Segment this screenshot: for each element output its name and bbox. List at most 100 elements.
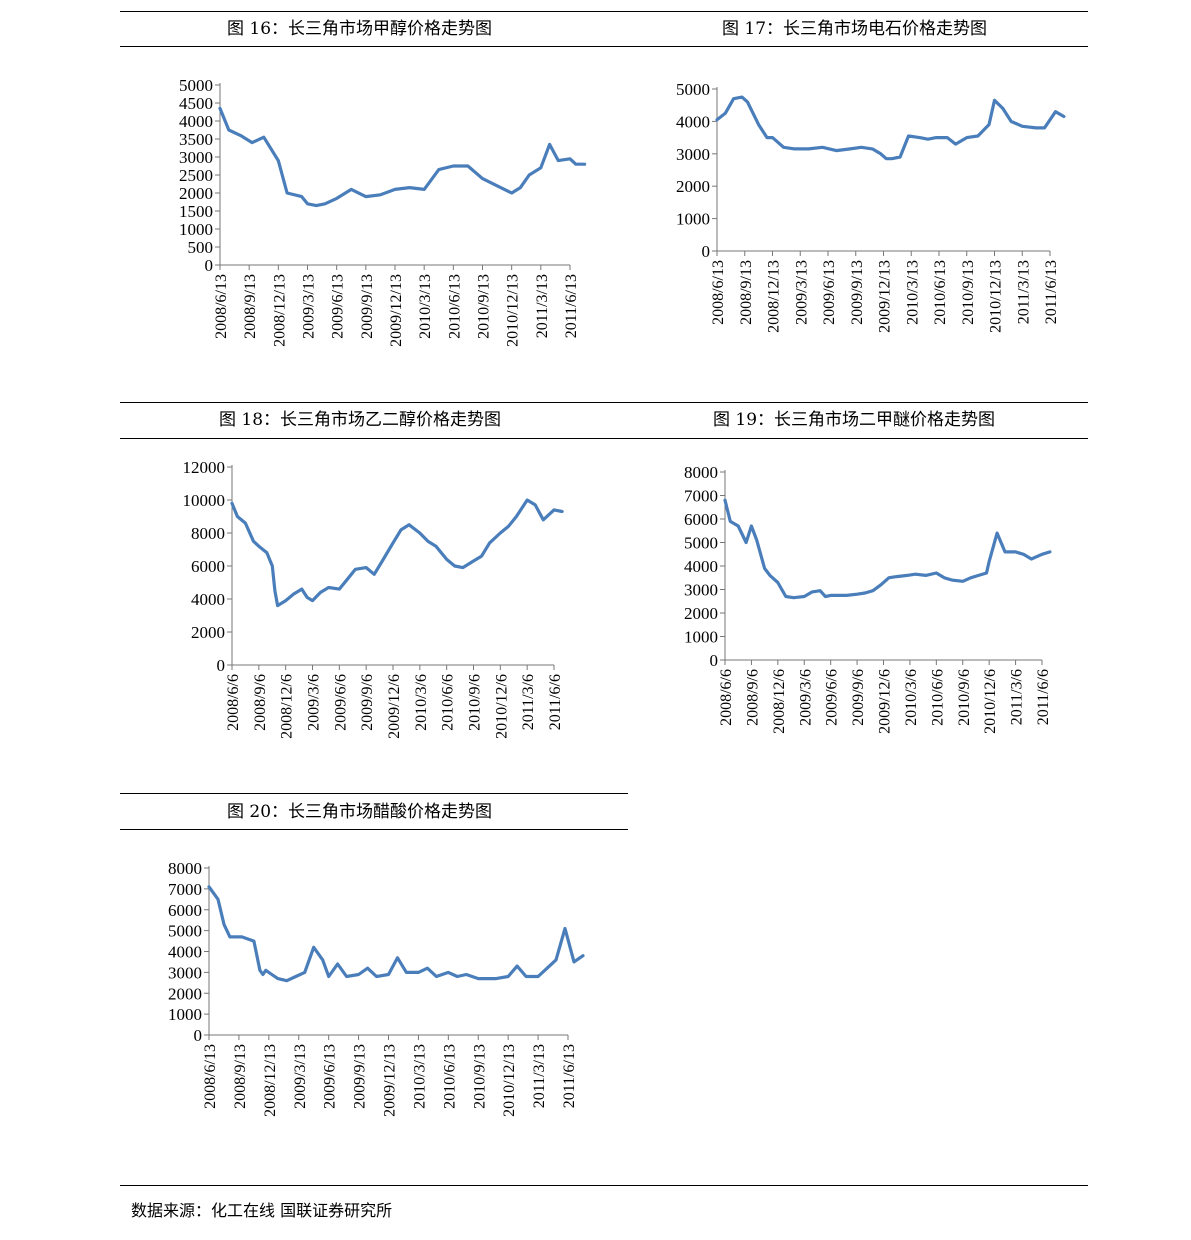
x-tick-label: 2010/6/13: [932, 260, 949, 325]
price-series-line: [207, 885, 585, 983]
x-tick-label: 2009/12/6: [877, 669, 894, 734]
y-tick-label: 3000: [168, 963, 202, 982]
rule-row2-top: [120, 402, 1088, 403]
price-series-line: [715, 95, 1066, 161]
x-tick-label: 2010/9/6: [956, 669, 973, 726]
x-tick-label: 2009/6/6: [332, 674, 349, 731]
y-tick-label: 4000: [676, 112, 710, 131]
x-tick-label: 2011/6/6: [1035, 669, 1052, 725]
y-tick-label: 0: [702, 242, 711, 261]
x-tick-label: 2010/6/6: [929, 669, 946, 726]
x-tick-label: 2011/6/13: [1043, 260, 1060, 324]
y-tick-label: 2000: [684, 604, 718, 623]
x-tick-label: 2010/9/13: [960, 260, 977, 325]
figure-title-17: 图 17：长三角市场电石价格走势图: [722, 19, 988, 39]
x-tick-label: 2010/12/6: [493, 674, 510, 739]
y-tick-label: 1000: [179, 220, 213, 239]
x-tick-label: 2009/6/13: [322, 1044, 339, 1109]
y-tick-label: 4000: [191, 590, 225, 609]
y-tick-label: 7000: [684, 487, 718, 506]
y-tick-label: 8000: [684, 463, 718, 482]
y-tick-label: 3500: [179, 130, 213, 149]
x-tick-label: 2009/12/13: [388, 274, 405, 347]
y-tick-label: 10000: [183, 491, 226, 510]
x-tick-label: 2008/9/13: [232, 1044, 249, 1109]
price-series-line: [723, 498, 1052, 600]
y-tick-label: 0: [205, 256, 214, 275]
x-tick-label: 2008/12/13: [271, 274, 288, 347]
y-tick-label: 0: [710, 651, 719, 670]
figure-title-20: 图 20：长三角市场醋酸价格走势图: [227, 802, 493, 822]
x-tick-label: 2008/6/6: [718, 669, 735, 726]
figure-title-16: 图 16：长三角市场甲醇价格走势图: [227, 19, 493, 39]
y-tick-label: 8000: [168, 859, 202, 878]
x-tick-label: 2009/9/6: [359, 674, 376, 731]
figure-title-18: 图 18：长三角市场乙二醇价格走势图: [219, 410, 502, 430]
x-tick-label: 2009/12/13: [382, 1044, 399, 1117]
price-series-line: [230, 498, 564, 608]
y-tick-label: 0: [194, 1026, 203, 1045]
x-tick-label: 2009/6/6: [824, 669, 841, 726]
x-tick-label: 2010/9/13: [471, 1044, 488, 1109]
y-tick-label: 6000: [684, 510, 718, 529]
x-tick-label: 2008/6/6: [225, 674, 242, 731]
y-tick-label: 5000: [179, 76, 213, 95]
price-series-line: [218, 106, 587, 208]
rule-footer: [120, 1185, 1088, 1186]
x-tick-label: 2011/3/6: [520, 674, 537, 730]
y-tick-label: 12000: [183, 458, 226, 477]
x-tick-label: 2010/12/13: [505, 274, 522, 347]
x-tick-label: 2009/9/13: [849, 260, 866, 325]
y-tick-label: 2000: [191, 623, 225, 642]
x-tick-label: 2009/3/6: [797, 669, 814, 726]
rule-row1-bottom: [120, 46, 1088, 47]
y-tick-label: 2500: [179, 166, 213, 185]
x-tick-label: 2009/6/13: [821, 260, 838, 325]
x-tick-label: 2011/3/13: [534, 274, 551, 338]
y-tick-label: 1500: [179, 202, 213, 221]
y-tick-label: 5000: [168, 922, 202, 941]
x-tick-label: 2008/9/13: [242, 274, 259, 339]
y-tick-label: 4000: [168, 943, 202, 962]
y-tick-label: 2000: [676, 177, 710, 196]
y-tick-label: 2000: [168, 984, 202, 1003]
y-tick-label: 1000: [676, 210, 710, 229]
y-tick-label: 5000: [684, 534, 718, 553]
figure-title-19: 图 19：长三角市场二甲醚价格走势图: [713, 410, 996, 430]
x-tick-label: 2010/12/6: [982, 669, 999, 734]
x-tick-label: 2010/3/13: [417, 274, 434, 339]
x-tick-label: 2008/12/6: [771, 669, 788, 734]
x-tick-label: 2010/3/6: [903, 669, 920, 726]
y-tick-label: 2000: [179, 184, 213, 203]
x-tick-label: 2009/3/6: [306, 674, 323, 731]
x-tick-label: 2008/6/13: [710, 260, 727, 325]
x-tick-label: 2009/9/6: [850, 669, 867, 726]
data-source-note: 数据来源：化工在线 国联证券研究所: [131, 1201, 393, 1220]
x-tick-label: 2008/12/6: [279, 674, 296, 739]
x-tick-label: 2009/6/13: [330, 274, 347, 339]
y-tick-label: 7000: [168, 880, 202, 899]
x-tick-label: 2009/9/13: [359, 274, 376, 339]
x-tick-label: 2011/6/13: [561, 1044, 578, 1108]
x-tick-label: 2010/12/13: [988, 260, 1005, 333]
x-tick-label: 2008/9/6: [252, 674, 269, 731]
x-tick-label: 2009/12/13: [877, 260, 894, 333]
y-tick-label: 6000: [168, 901, 202, 920]
rule-row2-bottom: [120, 438, 1088, 439]
x-tick-label: 2008/6/13: [202, 1044, 219, 1109]
rule-row3-bottom: [120, 829, 628, 830]
x-tick-label: 2010/3/6: [413, 674, 430, 731]
x-tick-label: 2010/3/13: [411, 1044, 428, 1109]
y-tick-label: 8000: [191, 524, 225, 543]
y-tick-label: 3000: [684, 581, 718, 600]
x-tick-label: 2010/6/13: [441, 1044, 458, 1109]
